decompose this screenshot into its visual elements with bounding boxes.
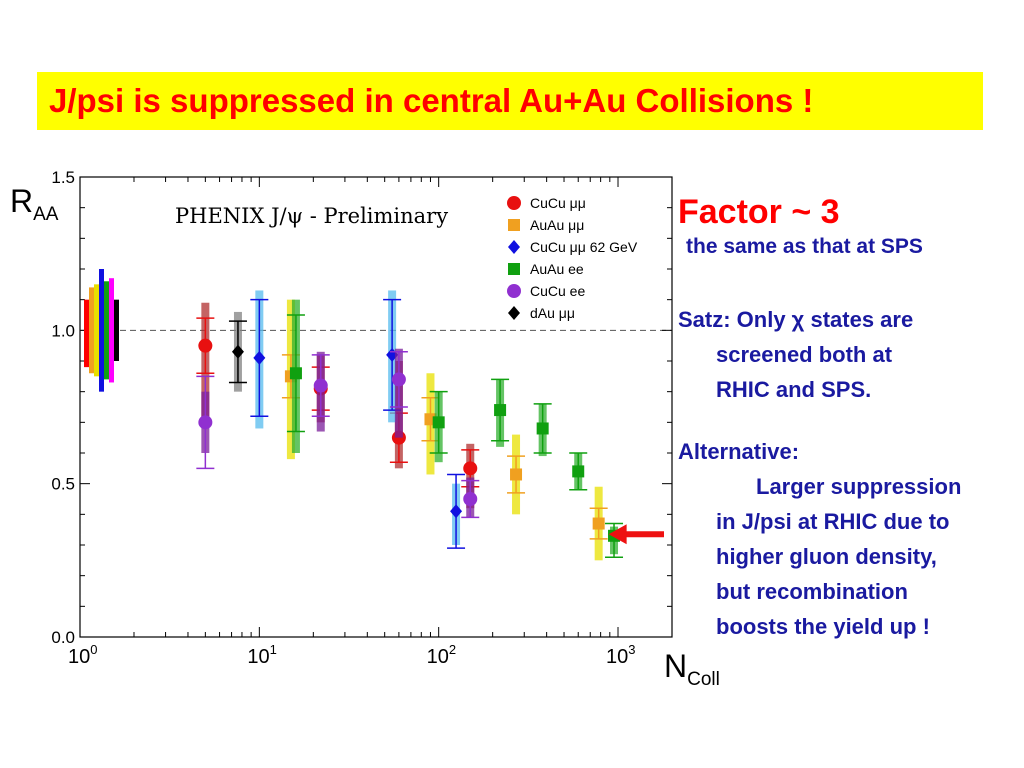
dAu-reference-band — [114, 299, 119, 361]
x-tick-label: 103 — [606, 642, 635, 668]
dAu-reference-band — [89, 287, 94, 374]
y-tick-label: 1.5 — [51, 168, 75, 187]
data-point — [432, 416, 445, 429]
x-tick-label: 101 — [247, 642, 276, 668]
factor-subtext: the same as that at SPS — [686, 235, 923, 258]
dAu-reference-band — [84, 299, 89, 368]
data-point — [450, 504, 463, 519]
satz-line-2: screened both at — [716, 342, 893, 367]
legend-marker — [508, 306, 520, 320]
x-tick-label: 102 — [427, 642, 456, 668]
data-point — [536, 422, 549, 435]
slide-title: J/psi is suppressed in central Au+Au Col… — [49, 82, 814, 119]
alternative-line-5: boosts the yield up ! — [716, 614, 930, 639]
y-tick-label: 0.0 — [51, 628, 75, 647]
dAu-reference-band — [94, 284, 99, 377]
alternative-line-2: in J/psi at RHIC due to — [716, 509, 950, 534]
y-tick-label: 1.0 — [51, 321, 75, 340]
legend-marker — [507, 284, 521, 298]
data-point — [289, 367, 302, 380]
plot-frame — [79, 176, 673, 638]
data-point — [231, 344, 244, 359]
data-point — [592, 517, 605, 530]
legend-marker — [508, 263, 520, 275]
legend-marker — [508, 240, 520, 254]
legend-label: CuCu ee — [530, 283, 585, 299]
data-point — [463, 492, 478, 506]
commentary-panel: Factor ~ 3 the same as that at SPS Satz:… — [678, 190, 1024, 644]
alternative-heading: Alternative: — [678, 439, 800, 464]
x-axis-label: NColl — [664, 648, 720, 690]
dAu-reference-band — [104, 281, 109, 380]
satz-line-1: Satz: Only χ states are — [678, 307, 914, 332]
data-point — [391, 372, 406, 387]
data-point — [253, 350, 266, 365]
data-point — [494, 404, 507, 417]
title-band: J/psi is suppressed in central Au+Au Col… — [37, 72, 983, 130]
alternative-line-4: but recombination — [716, 579, 908, 604]
satz-line-3: RHIC and SPS. — [716, 377, 872, 402]
data-point — [510, 468, 523, 481]
legend-marker — [507, 196, 521, 210]
highlight-arrow-head — [608, 524, 627, 545]
data-point — [463, 461, 478, 476]
legend-label: AuAu μμ — [530, 217, 584, 233]
legend-label: CuCu μμ 62 GeV — [530, 239, 638, 255]
legend-marker — [508, 219, 520, 231]
data-point — [198, 415, 213, 430]
y-tick-label: 0.5 — [51, 475, 75, 494]
y-axis-label: RAA — [10, 183, 59, 225]
data-point — [313, 378, 328, 393]
alternative-line-1: Larger suppression — [756, 474, 962, 499]
x-tick-label: 100 — [68, 642, 97, 668]
data-point — [198, 338, 213, 353]
legend-label: dAu μμ — [530, 305, 575, 321]
factor-heading: Factor ~ 3 — [678, 193, 840, 231]
legend-label: CuCu μμ — [530, 195, 586, 211]
alternative-line-3: higher gluon density, — [716, 544, 937, 569]
legend-label: AuAu ee — [530, 261, 584, 277]
data-point — [572, 465, 585, 478]
dAu-reference-band — [99, 269, 104, 392]
rAA-vs-ncoll-chart: 0.0 0.5 1.0 1.5 100 101 102 103 RAA NColl PHENIX J… — [10, 168, 720, 690]
chart-title: PHENIX J/ψ - Preliminary — [175, 204, 448, 228]
dAu-reference-band — [109, 278, 114, 383]
